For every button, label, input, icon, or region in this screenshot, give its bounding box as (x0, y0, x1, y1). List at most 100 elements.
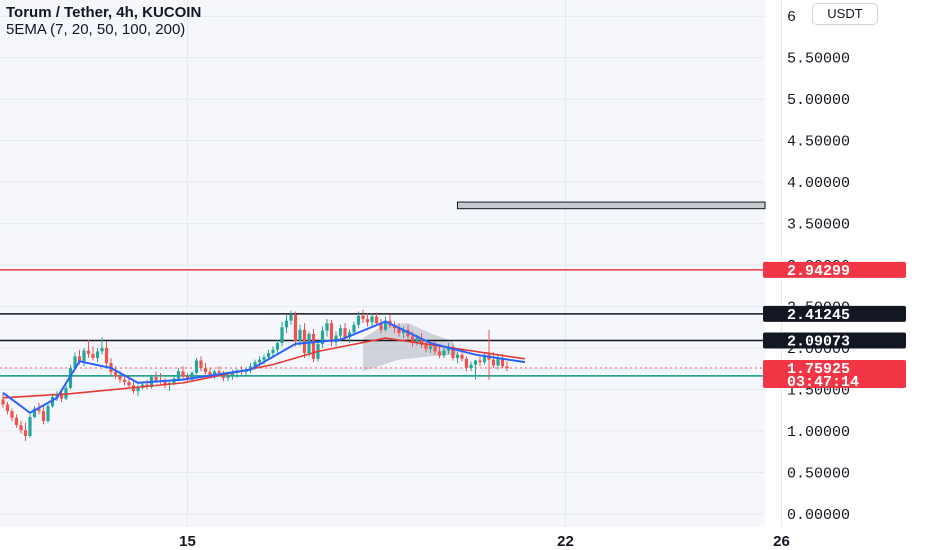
candle[interactable] (5, 404, 10, 412)
candle[interactable] (163, 381, 167, 385)
candle[interactable] (154, 377, 158, 381)
candle[interactable] (370, 316, 374, 323)
candle[interactable] (311, 333, 316, 359)
candle[interactable] (374, 316, 379, 324)
time-axis[interactable] (0, 527, 765, 550)
candle[interactable] (500, 358, 505, 367)
candle[interactable] (248, 366, 253, 370)
candle[interactable] (118, 376, 122, 380)
candle[interactable] (491, 359, 496, 366)
candle[interactable] (73, 356, 77, 368)
ema-fast-line[interactable] (2, 320, 526, 414)
candle[interactable] (28, 416, 32, 436)
candle[interactable] (428, 346, 433, 349)
candle[interactable] (284, 320, 289, 328)
candle[interactable] (46, 406, 50, 422)
candle[interactable] (77, 356, 82, 362)
candle[interactable] (383, 320, 388, 330)
candle[interactable] (32, 408, 37, 417)
indicator-legend[interactable]: 5EMA (7, 20, 50, 100, 200) (6, 21, 186, 38)
candle[interactable] (266, 353, 271, 358)
candle[interactable] (199, 360, 203, 368)
candle[interactable] (176, 371, 181, 379)
candle[interactable] (23, 430, 28, 436)
candle[interactable] (68, 367, 73, 388)
candle[interactable] (55, 394, 59, 397)
candle[interactable] (442, 350, 446, 356)
target-zone-box[interactable] (457, 201, 766, 210)
candle[interactable] (280, 327, 284, 344)
candle[interactable] (19, 425, 23, 431)
candle[interactable] (401, 329, 406, 334)
candle[interactable] (86, 350, 91, 354)
candle[interactable] (356, 315, 361, 325)
candle[interactable] (37, 408, 41, 412)
candle[interactable] (253, 362, 257, 367)
candle[interactable] (212, 371, 217, 375)
candle[interactable] (136, 387, 140, 392)
candle[interactable] (397, 328, 401, 334)
candle[interactable] (230, 372, 235, 376)
candle[interactable] (410, 336, 415, 344)
candle[interactable] (415, 338, 419, 344)
candle[interactable] (496, 358, 500, 366)
candle[interactable] (289, 314, 293, 321)
candle[interactable] (82, 350, 86, 362)
candle[interactable] (298, 329, 302, 342)
candle[interactable] (91, 353, 95, 359)
candle[interactable] (127, 382, 131, 386)
candle[interactable] (217, 371, 221, 373)
candle[interactable] (334, 335, 338, 343)
candle[interactable] (50, 396, 55, 407)
candle[interactable] (460, 354, 464, 359)
candle[interactable] (437, 351, 442, 356)
plot-area[interactable] (0, 0, 765, 527)
candle[interactable] (181, 371, 185, 377)
candle[interactable] (104, 348, 109, 363)
candle[interactable] (361, 315, 365, 320)
candle[interactable] (320, 330, 325, 344)
candle[interactable] (275, 343, 280, 350)
candle[interactable] (338, 328, 343, 336)
candle[interactable] (473, 360, 478, 365)
candle[interactable] (257, 359, 262, 363)
candle[interactable] (347, 332, 352, 338)
candle[interactable] (14, 417, 19, 426)
candle[interactable] (379, 323, 383, 330)
candle[interactable] (262, 357, 266, 360)
candle[interactable] (365, 319, 370, 323)
candle[interactable] (455, 354, 460, 359)
candle[interactable] (352, 324, 356, 333)
candle[interactable] (469, 364, 473, 368)
candle[interactable] (100, 348, 104, 352)
candle[interactable] (10, 411, 14, 418)
candle[interactable] (325, 323, 329, 331)
candle[interactable] (41, 411, 46, 422)
candle[interactable] (122, 379, 127, 383)
candle[interactable] (59, 394, 64, 399)
currency-button[interactable]: USDT (812, 3, 878, 25)
candle[interactable] (194, 360, 199, 373)
candle[interactable] (113, 372, 118, 377)
candle[interactable] (271, 349, 275, 354)
candle[interactable] (505, 366, 509, 368)
candle[interactable] (446, 347, 451, 351)
candle[interactable] (293, 314, 298, 342)
candle[interactable] (433, 346, 437, 352)
candle[interactable] (451, 347, 455, 359)
candle[interactable] (203, 367, 208, 373)
candle[interactable] (424, 344, 428, 349)
candle[interactable] (1, 399, 5, 405)
candle[interactable] (419, 338, 424, 345)
candle[interactable] (208, 372, 212, 375)
candle[interactable] (464, 358, 469, 368)
candle[interactable] (95, 351, 100, 359)
candle[interactable] (329, 323, 334, 343)
candle[interactable] (343, 328, 347, 338)
candle[interactable] (482, 354, 487, 363)
candle[interactable] (190, 372, 194, 380)
candle[interactable] (302, 329, 307, 354)
candle[interactable] (478, 360, 482, 363)
candle[interactable] (226, 375, 230, 378)
